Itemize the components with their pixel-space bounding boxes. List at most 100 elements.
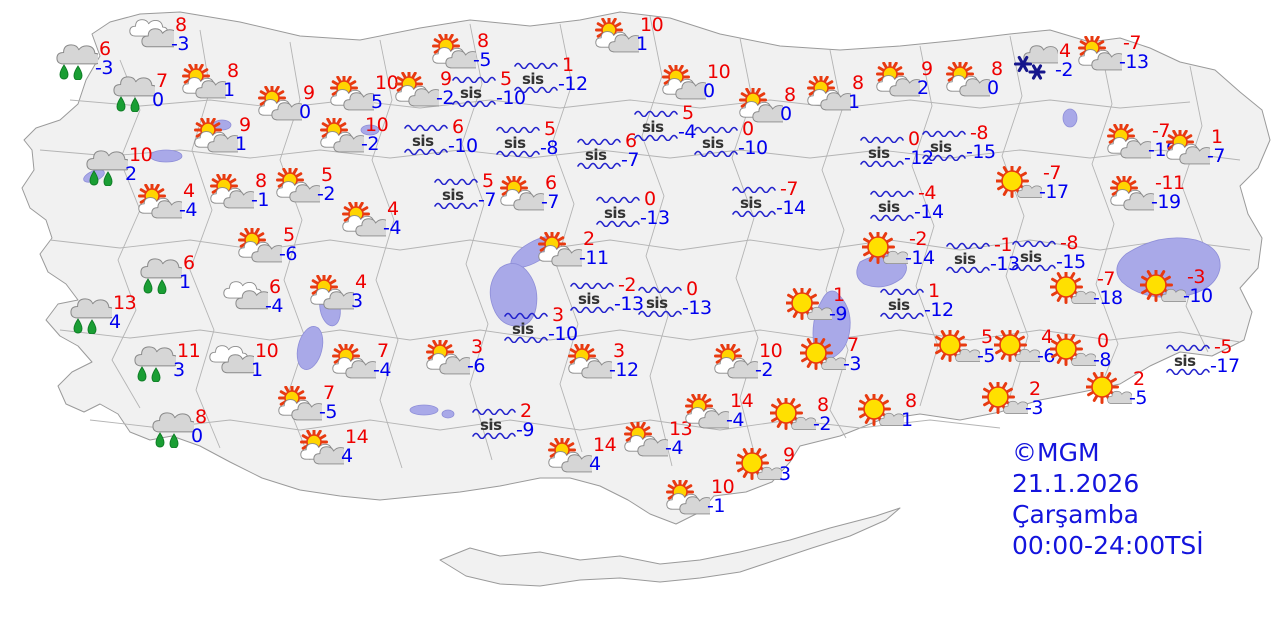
max-temperature: -8 bbox=[1060, 232, 1078, 254]
min-temperature: -10 bbox=[496, 87, 526, 109]
fog-label: sis bbox=[646, 294, 668, 312]
fog-wave-top bbox=[472, 406, 518, 415]
rain-icon bbox=[136, 256, 182, 294]
sunny-cloud-icon bbox=[1050, 272, 1096, 310]
max-temperature: 8 bbox=[195, 406, 207, 428]
sunny-cloud-icon bbox=[1050, 334, 1096, 372]
max-temperature: 4 bbox=[387, 198, 399, 220]
min-temperature: -12 bbox=[609, 359, 639, 381]
min-temperature: 1 bbox=[223, 79, 235, 101]
partly-sunny-icon bbox=[737, 88, 783, 126]
max-temperature: -7 bbox=[1097, 268, 1115, 290]
temperature-pair: 1 -12 bbox=[558, 56, 600, 96]
max-temperature: 13 bbox=[669, 418, 693, 440]
sunny-cloud-icon bbox=[800, 338, 846, 376]
fog-wave-bottom bbox=[870, 212, 916, 221]
min-temperature: -3 bbox=[1025, 397, 1043, 419]
max-temperature: 5 bbox=[981, 326, 993, 348]
min-temperature: 1 bbox=[848, 91, 860, 113]
sunny-cloud-icon bbox=[862, 232, 908, 270]
min-temperature: -15 bbox=[966, 141, 996, 163]
min-temperature: -7 bbox=[541, 191, 559, 213]
min-temperature: -4 bbox=[665, 437, 683, 459]
fog-label: sis bbox=[642, 118, 664, 136]
max-temperature: 1 bbox=[928, 280, 940, 302]
max-temperature: 6 bbox=[99, 38, 111, 60]
max-temperature: 0 bbox=[908, 128, 920, 150]
temperature-pair: 4 -4 bbox=[179, 182, 221, 222]
min-temperature: -4 bbox=[265, 295, 283, 317]
max-temperature: -8 bbox=[970, 122, 988, 144]
min-temperature: 0 bbox=[987, 77, 999, 99]
max-temperature: 2 bbox=[1133, 368, 1145, 390]
temperature-pair: 3 -12 bbox=[609, 342, 651, 382]
max-temperature: 8 bbox=[817, 394, 829, 416]
temperature-pair: 10 1 bbox=[636, 16, 678, 56]
fog-icon: sis bbox=[512, 58, 564, 98]
temperature-pair: 8 -1 bbox=[251, 172, 293, 212]
partly-sunny-icon bbox=[208, 174, 254, 212]
fog-wave-bottom bbox=[1012, 262, 1058, 271]
max-temperature: 11 bbox=[177, 340, 201, 362]
temperature-pair: 9 -2 bbox=[436, 70, 478, 110]
fog-wave-bottom bbox=[434, 200, 480, 209]
forecast-weekday: Çarşamba bbox=[1012, 500, 1139, 529]
min-temperature: 3 bbox=[173, 359, 185, 381]
max-temperature: 9 bbox=[921, 58, 933, 80]
max-temperature: 3 bbox=[552, 304, 564, 326]
fog-label: sis bbox=[702, 134, 724, 152]
min-temperature: -6 bbox=[467, 355, 485, 377]
max-temperature: 0 bbox=[1097, 330, 1109, 352]
fog-wave-top bbox=[504, 310, 550, 319]
temperature-pair: 10 1 bbox=[251, 342, 293, 382]
temperature-pair: -2 -14 bbox=[905, 228, 947, 270]
partly-sunny-icon bbox=[298, 430, 344, 468]
fog-label: sis bbox=[868, 144, 890, 162]
sunny-cloud-icon bbox=[996, 166, 1042, 204]
min-temperature: 2 bbox=[917, 77, 929, 99]
min-temperature: 3 bbox=[779, 463, 791, 485]
max-temperature: 5 bbox=[482, 170, 494, 192]
min-temperature: -13 bbox=[990, 253, 1020, 275]
map-caption: ©MGM 21.1.2026 Çarşamba 00:00-24:00TSİ bbox=[1012, 437, 1204, 561]
min-temperature: -7 bbox=[621, 149, 639, 171]
temperature-pair: 2 -5 bbox=[1129, 368, 1171, 410]
forecast-time-range: 00:00-24:00TSİ bbox=[1012, 531, 1204, 560]
fog-label: sis bbox=[512, 320, 534, 338]
fog-wave-bottom bbox=[1166, 366, 1212, 375]
partly-sunny-icon bbox=[424, 340, 470, 378]
min-temperature: -7 bbox=[478, 189, 496, 211]
partly-sunny-icon bbox=[622, 422, 668, 460]
fog-label: sis bbox=[460, 84, 482, 102]
partly-sunny-icon bbox=[256, 86, 302, 124]
fog-label: sis bbox=[412, 132, 434, 150]
fog-icon: sis bbox=[944, 238, 996, 278]
min-temperature: 4 bbox=[589, 453, 601, 475]
fog-icon: sis bbox=[878, 284, 930, 324]
temperature-pair: 10 0 bbox=[703, 63, 745, 103]
min-temperature: -13 bbox=[640, 207, 670, 229]
max-temperature: -2 bbox=[909, 228, 927, 250]
fog-wave-top bbox=[596, 194, 642, 203]
sunny-cloud-icon bbox=[994, 330, 1040, 368]
temperature-pair: 5 -5 bbox=[977, 326, 1019, 368]
temperature-pair: 10 5 bbox=[371, 74, 413, 114]
min-temperature: 0 bbox=[299, 101, 311, 123]
max-temperature: -7 bbox=[1123, 32, 1141, 54]
partly-sunny-icon bbox=[664, 480, 710, 518]
min-temperature: -1 bbox=[707, 495, 725, 517]
min-temperature: 1 bbox=[251, 359, 263, 381]
min-temperature: -17 bbox=[1039, 181, 1069, 203]
temperature-pair: 14 -4 bbox=[726, 392, 768, 432]
fog-wave-bottom bbox=[596, 218, 642, 227]
min-temperature: -13 bbox=[614, 293, 644, 315]
min-temperature: -8 bbox=[1093, 349, 1111, 371]
min-temperature: -17 bbox=[1210, 355, 1240, 377]
max-temperature: 8 bbox=[905, 390, 917, 412]
partly-sunny-icon bbox=[308, 275, 354, 313]
